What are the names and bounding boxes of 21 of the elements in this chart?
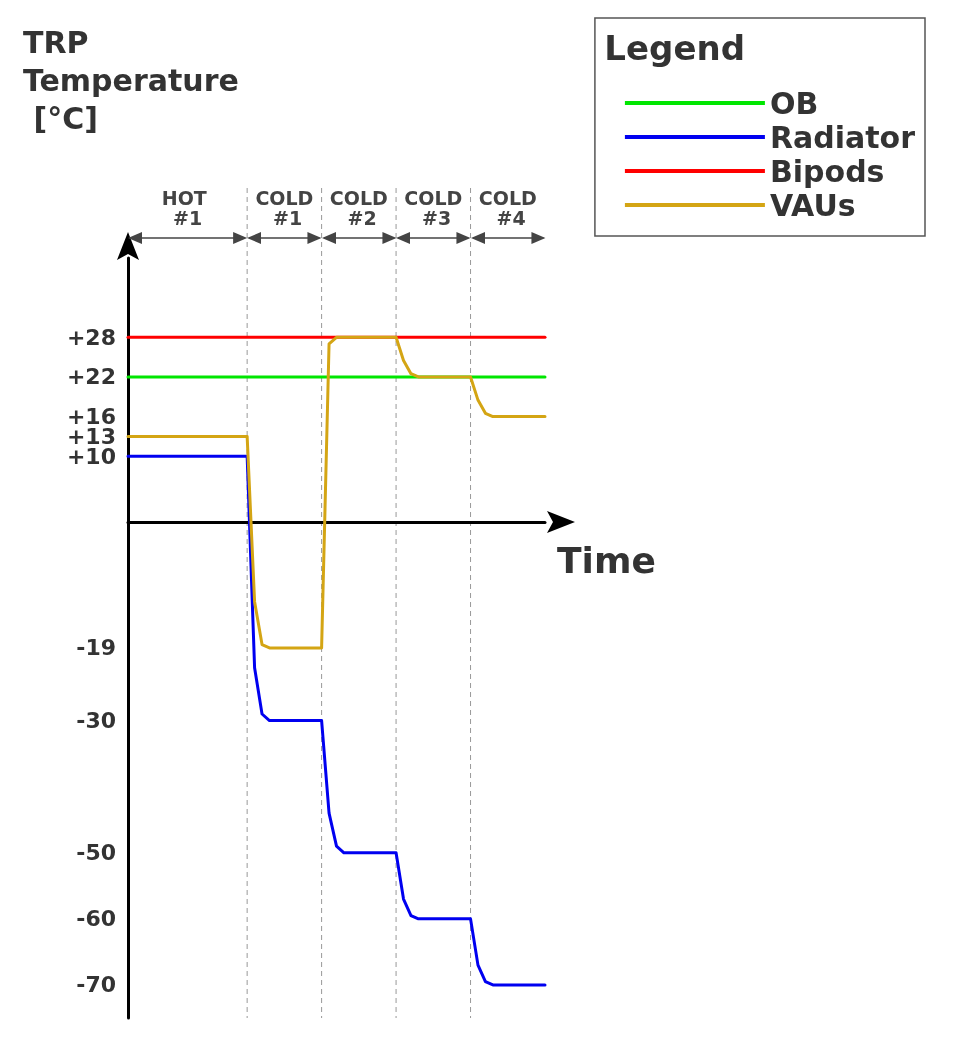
y-tick-label: -70 xyxy=(76,972,116,998)
legend-label: OB xyxy=(769,85,819,121)
legend-title: Legend xyxy=(604,28,746,68)
x-axis-title: Time xyxy=(557,539,656,581)
y-tick-label: +22 xyxy=(66,364,116,390)
y-tick-label: -19 xyxy=(76,635,116,661)
legend-label: Radiator xyxy=(769,119,916,155)
y-tick-label: +28 xyxy=(66,324,116,350)
y-tick-label: -30 xyxy=(76,708,116,734)
line-series xyxy=(126,454,547,987)
text: COLD #1 xyxy=(255,187,314,229)
legend-label: VAUs xyxy=(769,187,856,223)
y-tick-label: -50 xyxy=(76,840,116,866)
text: HOT #1 xyxy=(161,187,214,229)
text: COLD #4 xyxy=(478,187,537,229)
text: COLD #3 xyxy=(404,187,463,229)
y-tick-label: -60 xyxy=(76,906,116,932)
text: COLD #2 xyxy=(329,187,388,229)
y-axis-title: TRP Temperature [°C] xyxy=(23,24,239,136)
line-series xyxy=(126,335,547,650)
legend-label: Bipods xyxy=(769,153,885,189)
